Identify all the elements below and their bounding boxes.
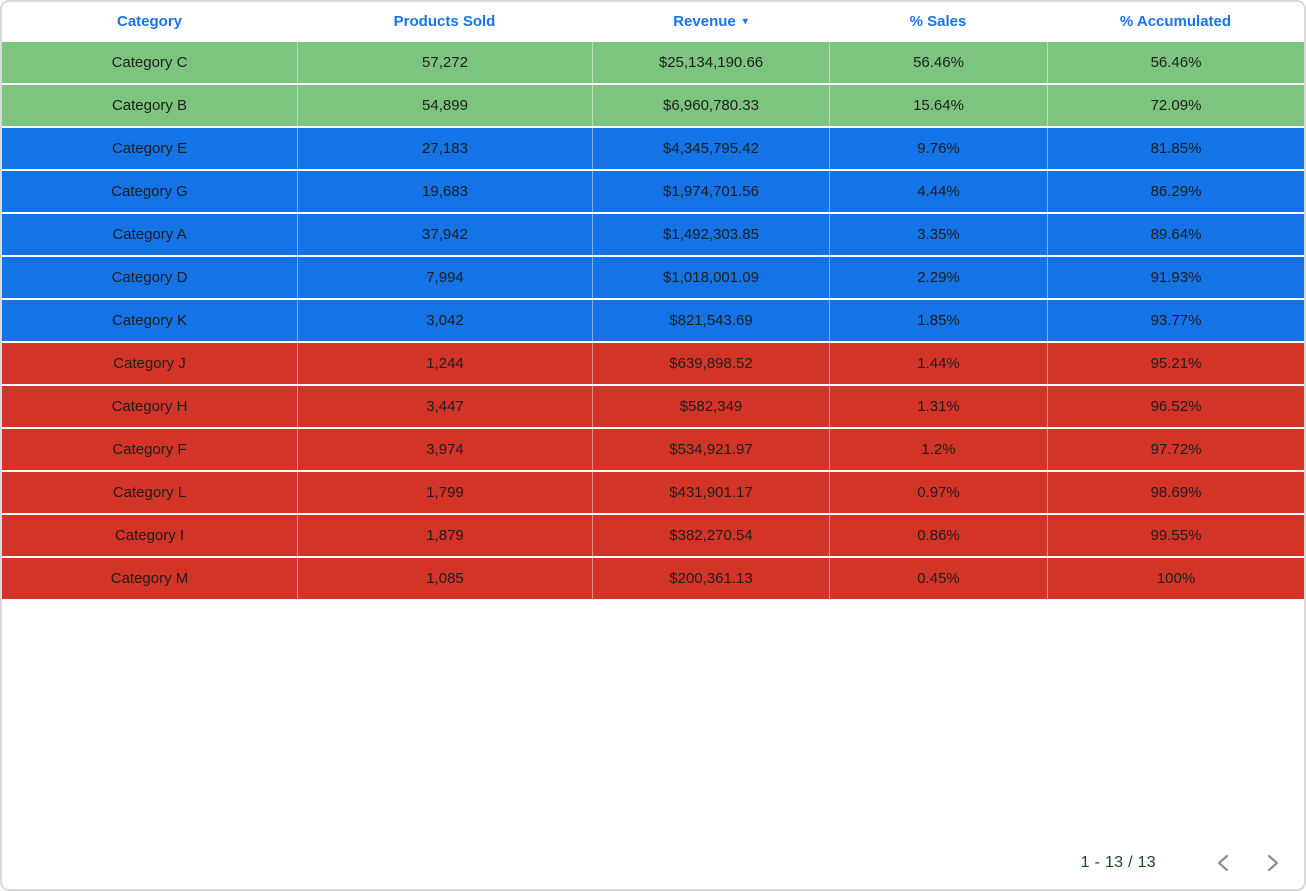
table-row: Category I 1,879 $382,270.54 0.86% 99.55% bbox=[2, 515, 1304, 556]
pagination-label: 1 - 13 / 13 bbox=[1080, 854, 1156, 871]
column-header-label: Revenue bbox=[673, 12, 736, 30]
cell-products-sold: 7,994 bbox=[297, 257, 592, 298]
table-row: Category M 1,085 $200,361.13 0.45% 100% bbox=[2, 558, 1304, 599]
cell-revenue: $821,543.69 bbox=[592, 300, 829, 341]
cell-pct-accumulated: 89.64% bbox=[1047, 214, 1304, 255]
cell-revenue: $4,345,795.42 bbox=[592, 128, 829, 169]
cell-revenue: $200,361.13 bbox=[592, 558, 829, 599]
cell-products-sold: 1,085 bbox=[297, 558, 592, 599]
cell-products-sold: 1,799 bbox=[297, 472, 592, 513]
table-row: Category J 1,244 $639,898.52 1.44% 95.21% bbox=[2, 343, 1304, 384]
cell-products-sold: 57,272 bbox=[297, 42, 592, 83]
cell-category: Category F bbox=[112, 441, 187, 458]
cell-category: Category H bbox=[111, 398, 188, 415]
cell-pct-accumulated: 97.72% bbox=[1047, 429, 1304, 470]
cell-products-sold: 3,042 bbox=[297, 300, 592, 341]
table-row: Category F 3,974 $534,921.97 1.2% 97.72% bbox=[2, 429, 1304, 470]
column-header-pct-accumulated[interactable]: % Accumulated bbox=[1047, 2, 1304, 40]
cell-pct-accumulated: 91.93% bbox=[1047, 257, 1304, 298]
cell-products-sold: 3,447 bbox=[297, 386, 592, 427]
cell-pct-accumulated: 81.85% bbox=[1047, 128, 1304, 169]
cell-pct-accumulated: 56.46% bbox=[1047, 42, 1304, 83]
cell-revenue: $639,898.52 bbox=[592, 343, 829, 384]
table-row: Category C 57,272 $25,134,190.66 56.46% 56.4… bbox=[2, 42, 1304, 83]
cell-pct-accumulated: 99.55% bbox=[1047, 515, 1304, 556]
cell-pct-sales: 15.64% bbox=[829, 85, 1047, 126]
column-header-label: % Accumulated bbox=[1119, 12, 1232, 30]
cell-pct-sales: 2.29% bbox=[829, 257, 1047, 298]
column-header-category[interactable]: Category bbox=[2, 2, 297, 40]
cell-revenue: $6,960,780.33 bbox=[592, 85, 829, 126]
table-row: Category G 19,683 $1,974,701.56 4.44% 86.29% bbox=[2, 171, 1304, 212]
column-header-label: % Sales bbox=[909, 12, 967, 30]
cell-pct-accumulated: 72.09% bbox=[1047, 85, 1304, 126]
cell-pct-sales: 0.86% bbox=[829, 515, 1047, 556]
table-body: Category C 57,272 $25,134,190.66 56.46% 56.4… bbox=[2, 42, 1304, 599]
cell-products-sold: 27,183 bbox=[297, 128, 592, 169]
cell-revenue: $1,018,001.09 bbox=[592, 257, 829, 298]
sort-desc-icon: ▾ bbox=[742, 16, 748, 27]
cell-products-sold: 19,683 bbox=[297, 171, 592, 212]
cell-category: Category M bbox=[110, 570, 189, 587]
cell-category: Category L bbox=[112, 484, 187, 501]
cell-category: Category K bbox=[111, 312, 188, 329]
cell-revenue: $582,349 bbox=[592, 386, 829, 427]
cell-pct-sales: 1.85% bbox=[829, 300, 1047, 341]
chevron-left-icon[interactable] bbox=[1212, 852, 1234, 874]
column-header-label: Category bbox=[116, 12, 183, 30]
cell-category: Category E bbox=[111, 140, 188, 157]
column-header-label: Products Sold bbox=[393, 12, 496, 30]
cell-pct-accumulated: 98.69% bbox=[1047, 472, 1304, 513]
pagination: 1 - 13 / 13 bbox=[1081, 843, 1284, 883]
cell-revenue: $431,901.17 bbox=[592, 472, 829, 513]
cell-category: Category J bbox=[113, 355, 186, 372]
cell-revenue: $534,921.97 bbox=[592, 429, 829, 470]
cell-category: Category B bbox=[111, 97, 188, 114]
cell-products-sold: 54,899 bbox=[297, 85, 592, 126]
cell-revenue: $1,974,701.56 bbox=[592, 171, 829, 212]
column-header-revenue[interactable]: Revenue ▾ bbox=[592, 2, 829, 40]
cell-pct-sales: 9.76% bbox=[829, 128, 1047, 169]
table-row: Category A 37,942 $1,492,303.85 3.35% 89.64% bbox=[2, 214, 1304, 255]
cell-pct-accumulated: 100% bbox=[1047, 558, 1304, 599]
cell-pct-sales: 1.2% bbox=[829, 429, 1047, 470]
cell-pct-sales: 1.44% bbox=[829, 343, 1047, 384]
table-row: Category B 54,899 $6,960,780.33 15.64% 72.09… bbox=[2, 85, 1304, 126]
table-row: Category D 7,994 $1,018,001.09 2.29% 91.93% bbox=[2, 257, 1304, 298]
cell-revenue: $382,270.54 bbox=[592, 515, 829, 556]
cell-products-sold: 1,879 bbox=[297, 515, 592, 556]
cell-pct-sales: 1.31% bbox=[829, 386, 1047, 427]
table-row: Category H 3,447 $582,349 1.31% 96.52% bbox=[2, 386, 1304, 427]
table-row: Category K 3,042 $821,543.69 1.85% 93.77% bbox=[2, 300, 1304, 341]
chevron-right-icon[interactable] bbox=[1262, 852, 1284, 874]
table-header: Category Products Sold Revenue ▾ % Sales… bbox=[2, 2, 1304, 40]
cell-revenue: $1,492,303.85 bbox=[592, 214, 829, 255]
cell-pct-accumulated: 86.29% bbox=[1047, 171, 1304, 212]
cell-pct-sales: 0.97% bbox=[829, 472, 1047, 513]
cell-pct-sales: 0.45% bbox=[829, 558, 1047, 599]
cell-products-sold: 3,974 bbox=[297, 429, 592, 470]
column-header-pct-sales[interactable]: % Sales bbox=[829, 2, 1047, 40]
cell-category: Category A bbox=[112, 226, 187, 243]
cell-products-sold: 37,942 bbox=[297, 214, 592, 255]
cell-category: Category C bbox=[111, 54, 188, 71]
cell-category: Category I bbox=[114, 527, 185, 544]
cell-pct-accumulated: 93.77% bbox=[1047, 300, 1304, 341]
cell-pct-accumulated: 96.52% bbox=[1047, 386, 1304, 427]
table-row: Category E 27,183 $4,345,795.42 9.76% 81.85% bbox=[2, 128, 1304, 169]
cell-category: Category D bbox=[111, 269, 188, 286]
cell-products-sold: 1,244 bbox=[297, 343, 592, 384]
cell-pct-sales: 4.44% bbox=[829, 171, 1047, 212]
cell-category: Category G bbox=[111, 183, 188, 200]
column-header-products-sold[interactable]: Products Sold bbox=[297, 2, 592, 40]
table-row: Category L 1,799 $431,901.17 0.97% 98.69% bbox=[2, 472, 1304, 513]
cell-pct-sales: 56.46% bbox=[829, 42, 1047, 83]
cell-revenue: $25,134,190.66 bbox=[592, 42, 829, 83]
cell-pct-sales: 3.35% bbox=[829, 214, 1047, 255]
cell-pct-accumulated: 95.21% bbox=[1047, 343, 1304, 384]
